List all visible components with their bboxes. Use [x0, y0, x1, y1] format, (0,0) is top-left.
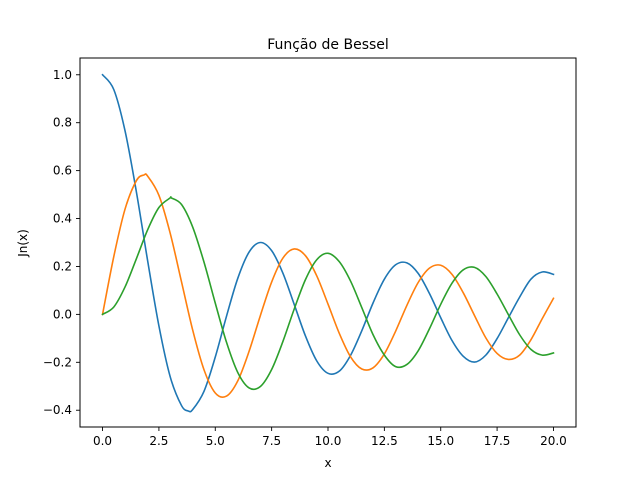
series-line-1: [101, 73, 555, 413]
lines-layer: [101, 73, 555, 413]
y-tick-label: 0.4: [53, 212, 72, 226]
x-tick-label: 7.5: [262, 434, 281, 448]
x-tick-label: 0.0: [93, 434, 112, 448]
y-tick-label: 0.0: [53, 307, 72, 321]
y-tick-label: 0.6: [53, 164, 72, 178]
y-tick-label: 0.8: [53, 116, 72, 130]
y-tick-label: −0.2: [43, 355, 72, 369]
x-tick-label: 15.0: [427, 434, 454, 448]
x-tick-label: 20.0: [540, 434, 567, 448]
y-axis: −0.4 −0.2 0.0 0.2 0.4 0.6 0.8 1.0: [43, 68, 80, 417]
series-line-3: [101, 196, 555, 391]
x-tick-label: 17.5: [484, 434, 511, 448]
x-tick-label: 10.0: [315, 434, 342, 448]
y-axis-label: Jn(x): [16, 229, 30, 258]
x-tick-label: 2.5: [149, 434, 168, 448]
x-tick-label: 5.0: [206, 434, 225, 448]
x-axis-label: x: [324, 456, 331, 470]
y-tick-label: 1.0: [53, 68, 72, 82]
chart-title: Função de Bessel: [267, 37, 389, 53]
x-axis: 0.0 2.5 5.0 7.5 10.0 12.5 15.0 17.5 20.0: [93, 427, 567, 448]
y-tick-label: 0.2: [53, 259, 72, 273]
x-tick-label: 12.5: [371, 434, 398, 448]
y-tick-label: −0.4: [43, 403, 72, 417]
series-line-2: [101, 173, 555, 398]
